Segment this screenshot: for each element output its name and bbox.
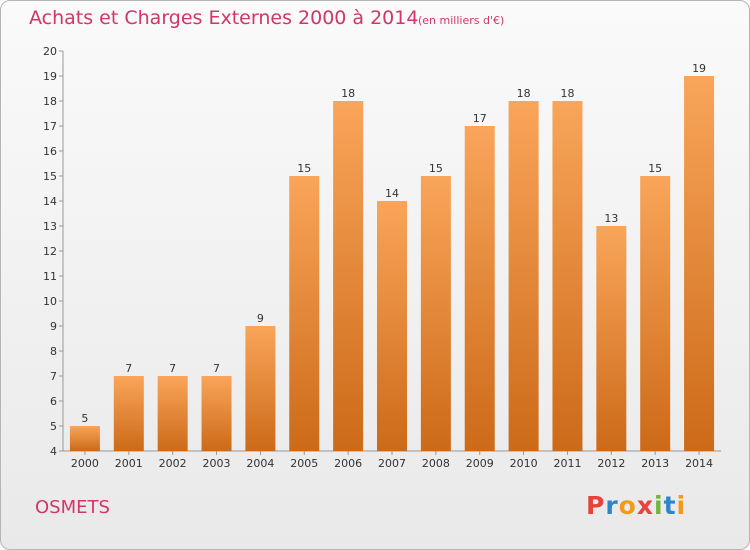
logo-letter-o: o xyxy=(618,491,637,520)
logo-letter-x: x xyxy=(636,491,654,520)
y-tick-label: 13 xyxy=(43,220,57,233)
data-label: 5 xyxy=(81,412,88,425)
bar-2013 xyxy=(640,176,671,451)
data-label: 7 xyxy=(213,362,220,375)
data-label: 18 xyxy=(517,87,531,100)
bar-2012 xyxy=(596,226,627,451)
data-label: 19 xyxy=(692,62,706,75)
y-tick-label: 8 xyxy=(50,345,57,358)
y-tick-label: 18 xyxy=(43,95,57,108)
x-tick-label: 2012 xyxy=(597,457,625,470)
data-label: 14 xyxy=(385,187,399,200)
bar-2003 xyxy=(201,376,232,451)
location-label: OSMETS xyxy=(35,497,110,518)
y-tick-label: 14 xyxy=(43,195,57,208)
y-tick-label: 15 xyxy=(43,170,57,183)
logo-letter-t: t xyxy=(663,491,677,520)
proxiti-logo[interactable]: Proxiti xyxy=(586,491,686,520)
x-tick-label: 2014 xyxy=(685,457,713,470)
x-tick-label: 2011 xyxy=(553,457,581,470)
data-label: 15 xyxy=(429,162,443,175)
bar-2001 xyxy=(113,376,144,451)
bar-2014 xyxy=(684,76,715,451)
x-tick-label: 2003 xyxy=(203,457,231,470)
bar-2008 xyxy=(420,176,451,451)
data-label: 17 xyxy=(473,112,487,125)
y-tick-label: 20 xyxy=(43,45,57,58)
y-tick-label: 5 xyxy=(50,420,57,433)
chart-subtitle: (en milliers d'€) xyxy=(418,14,505,27)
bar-2009 xyxy=(464,126,495,451)
y-tick-label: 10 xyxy=(43,295,57,308)
bar-2010 xyxy=(508,101,539,451)
bar-2004 xyxy=(245,326,276,451)
bar-2005 xyxy=(289,176,320,451)
bar-2006 xyxy=(333,101,364,451)
logo-letter-i2: i xyxy=(676,491,687,520)
x-tick-label: 2009 xyxy=(466,457,494,470)
x-tick-label: 2010 xyxy=(510,457,538,470)
x-tick-label: 2000 xyxy=(71,457,99,470)
x-tick-label: 2005 xyxy=(290,457,318,470)
x-tick-label: 2002 xyxy=(159,457,187,470)
logo-letter-r: r xyxy=(605,491,619,520)
logo-letter-i: i xyxy=(654,491,664,520)
data-label: 15 xyxy=(297,162,311,175)
data-label: 13 xyxy=(604,212,618,225)
bar-2007 xyxy=(377,201,407,451)
x-tick-label: 2007 xyxy=(378,457,406,470)
y-tick-label: 16 xyxy=(43,145,57,158)
bar-2011 xyxy=(552,101,583,451)
y-tick-label: 7 xyxy=(50,370,57,383)
y-tick-label: 6 xyxy=(50,395,57,408)
data-label: 15 xyxy=(648,162,662,175)
y-tick-label: 12 xyxy=(43,245,57,258)
y-tick-label: 19 xyxy=(43,70,57,83)
y-tick-label: 4 xyxy=(50,445,57,458)
chart-title: Achats et Charges Externes 2000 à 2014 xyxy=(29,7,419,29)
y-tick-label: 17 xyxy=(43,120,57,133)
y-tick-label: 9 xyxy=(50,320,57,333)
x-tick-label: 2001 xyxy=(115,457,143,470)
data-label: 9 xyxy=(257,312,264,325)
data-label: 18 xyxy=(341,87,355,100)
data-label: 7 xyxy=(125,362,132,375)
x-tick-label: 2004 xyxy=(246,457,274,470)
x-tick-label: 2013 xyxy=(641,457,669,470)
y-tick-label: 11 xyxy=(43,270,57,283)
x-tick-label: 2008 xyxy=(422,457,450,470)
data-label: 18 xyxy=(560,87,574,100)
x-tick-label: 2006 xyxy=(334,457,362,470)
bar-2000 xyxy=(69,426,100,451)
logo-letter-p: P xyxy=(586,491,606,520)
data-label: 7 xyxy=(169,362,176,375)
bar-2002 xyxy=(157,376,188,451)
